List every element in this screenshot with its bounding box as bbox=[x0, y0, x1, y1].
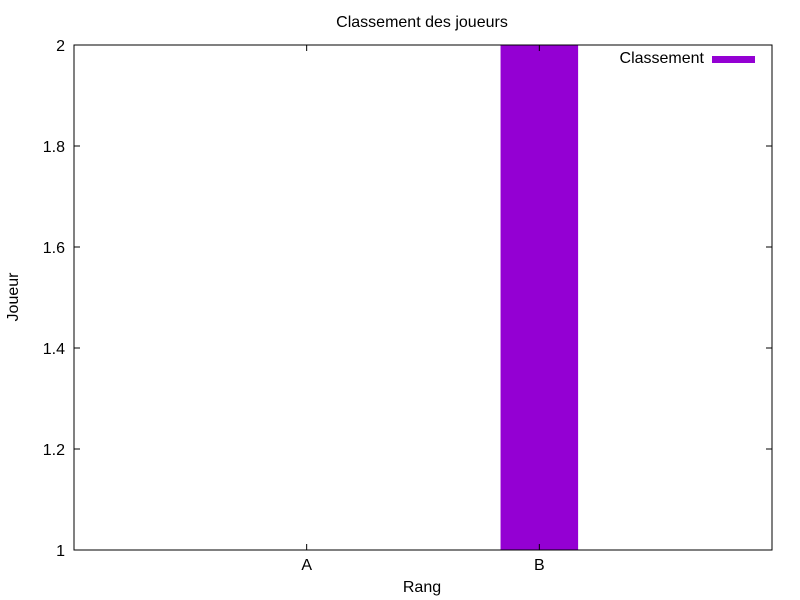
chart-title: Classement des joueurs bbox=[336, 14, 508, 31]
x-axis-label: Rang bbox=[403, 579, 441, 596]
y-axis-ticks: 1 1.2 1.4 1.6 1.8 2 bbox=[43, 38, 772, 560]
x-tick-label: A bbox=[301, 557, 312, 574]
y-tick-label: 1.2 bbox=[43, 442, 65, 459]
plot-frame bbox=[73, 44, 773, 551]
y-tick-label: 1.8 bbox=[43, 139, 65, 156]
y-axis-label: Joueur bbox=[5, 272, 22, 322]
legend-label: Classement bbox=[620, 50, 705, 67]
y-tick-label: 1.4 bbox=[43, 341, 65, 358]
y-tick-label: 1 bbox=[56, 543, 65, 560]
legend: Classement bbox=[620, 50, 755, 67]
y-tick-label: 1.6 bbox=[43, 240, 65, 257]
bar-B bbox=[500, 45, 579, 550]
legend-swatch bbox=[712, 56, 755, 63]
x-tick-label: B bbox=[534, 557, 545, 574]
bars bbox=[500, 45, 579, 550]
y-tick-label: 2 bbox=[56, 38, 65, 55]
